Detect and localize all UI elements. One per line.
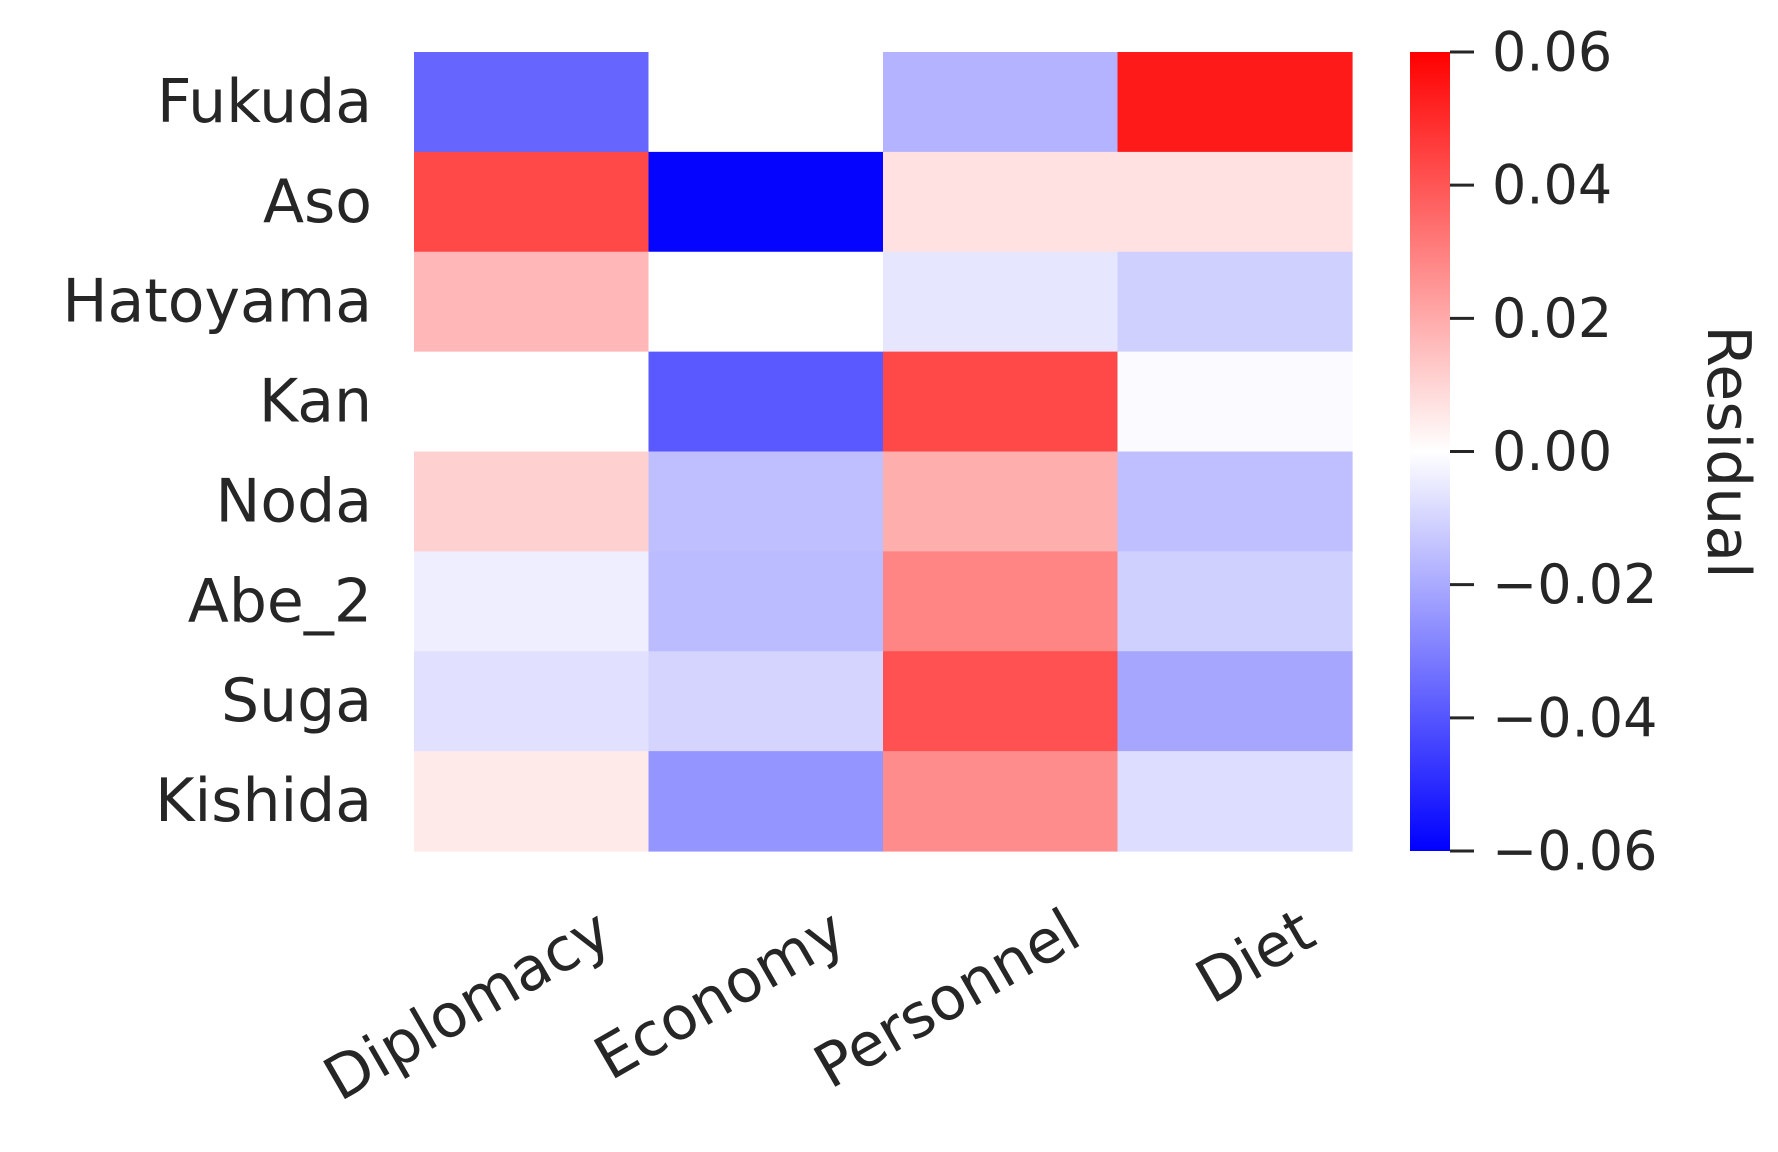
colorbar-tick-label: 0.02: [1492, 287, 1612, 350]
heatmap-cell-hatoyama-diplomacy: [414, 251, 650, 353]
heatmap-cell-suga-economy: [648, 651, 884, 752]
row-label: Aso: [263, 167, 372, 237]
colorbar-label: Residual: [1693, 325, 1763, 578]
heatmap-cell-abe_2-economy: [648, 551, 884, 652]
heatmap-cell-abe_2-diplomacy: [414, 551, 650, 652]
heatmap-cell-hatoyama-diet: [1117, 251, 1353, 353]
heatmap-cell-suga-diet: [1117, 651, 1353, 752]
heatmap-cell-aso-personnel: [883, 151, 1119, 253]
heatmap-cell-fukuda-diet: [1117, 52, 1353, 153]
colorbar-tick-label: −0.02: [1492, 553, 1657, 616]
column-label: Diplomacy: [312, 895, 622, 1115]
row-label: Fukuda: [157, 67, 372, 137]
colorbar: 0.06 0.04 0.02 0.00 −0.02 −0.04 −0.06 Residual: [1410, 21, 1763, 883]
row-labels: Fukuda Aso Hatoyama Kan Noda Abe_2 Suga Kishida: [62, 67, 372, 836]
column-label: Personnel: [803, 895, 1092, 1102]
heatmap-cell-aso-economy: [648, 151, 884, 253]
heatmap-cell-noda-diplomacy: [414, 451, 650, 552]
heatmap-cell-kishida-diplomacy: [414, 751, 650, 852]
heatmap-cell-suga-personnel: [883, 651, 1119, 752]
heatmap-cell-fukuda-diplomacy: [414, 52, 650, 153]
row-label: Hatoyama: [62, 267, 372, 337]
heatmap-cell-hatoyama-personnel: [883, 251, 1119, 353]
heatmap-cell-noda-personnel: [883, 451, 1119, 552]
colorbar-tick-label: 0.00: [1492, 420, 1612, 483]
colorbar-tick-label: 0.04: [1492, 154, 1612, 217]
heatmap-cell-fukuda-economy: [648, 52, 884, 153]
colorbar-tick-label: −0.06: [1492, 820, 1657, 883]
colorbar-tick-label: −0.04: [1492, 686, 1657, 749]
heatmap-grid: [414, 52, 1353, 852]
heatmap-cell-kan-personnel: [883, 351, 1119, 453]
row-label: Noda: [216, 466, 372, 536]
heatmap-cell-abe_2-personnel: [883, 551, 1119, 652]
row-label: Abe_2: [188, 566, 372, 636]
heatmap-cell-noda-economy: [648, 451, 884, 552]
heatmap-cell-kan-diplomacy: [414, 351, 650, 453]
heatmap-cell-aso-diet: [1117, 151, 1353, 253]
heatmap-cell-abe_2-diet: [1117, 551, 1353, 652]
heatmap-cell-kishida-diet: [1117, 751, 1353, 852]
colorbar-tick-label: 0.06: [1492, 21, 1612, 84]
colorbar-ticks: 0.06 0.04 0.02 0.00 −0.02 −0.04 −0.06: [1450, 21, 1657, 883]
heatmap-cell-fukuda-personnel: [883, 52, 1119, 153]
column-label: Diet: [1184, 895, 1326, 1017]
heatmap-cell-kan-diet: [1117, 351, 1353, 453]
row-label: Kan: [259, 367, 372, 437]
heatmap-cell-kan-economy: [648, 351, 884, 453]
heatmap-cell-kishida-personnel: [883, 751, 1119, 852]
colorbar-gradient-bar: [1410, 52, 1450, 851]
row-label: Kishida: [155, 766, 372, 836]
heatmap-cell-noda-diet: [1117, 451, 1353, 552]
heatmap-cell-suga-diplomacy: [414, 651, 650, 752]
heatmap-cell-hatoyama-economy: [648, 251, 884, 353]
row-label: Suga: [221, 666, 372, 736]
heatmap-cell-kishida-economy: [648, 751, 884, 852]
heatmap-cell-aso-diplomacy: [414, 151, 650, 253]
